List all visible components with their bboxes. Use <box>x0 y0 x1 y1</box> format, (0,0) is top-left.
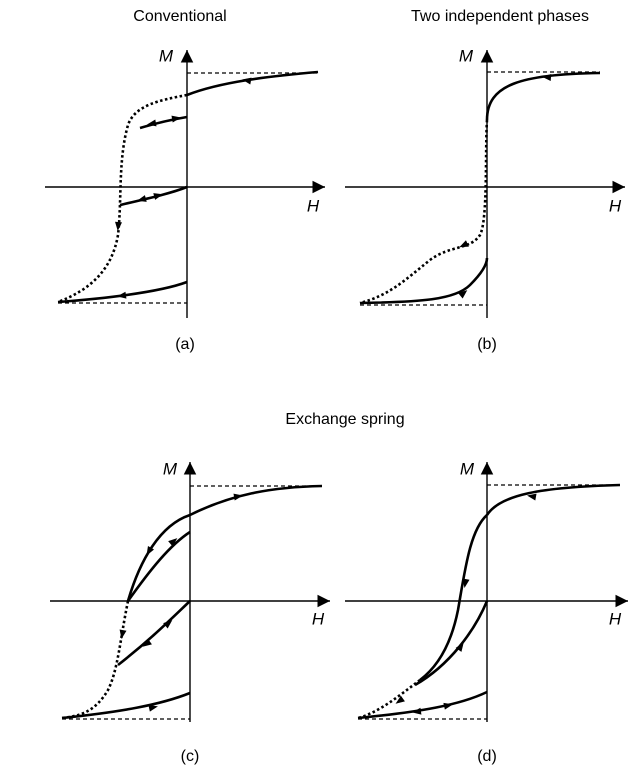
curve <box>57 93 188 304</box>
curve <box>139 115 188 130</box>
arrowhead <box>541 73 552 82</box>
panel-a: M H (a) <box>45 46 325 353</box>
curve <box>485 71 601 121</box>
curve <box>419 514 488 682</box>
x-label: H <box>609 196 622 215</box>
x-label: H <box>307 196 320 215</box>
curve <box>359 119 489 305</box>
curve <box>57 280 188 304</box>
curve <box>359 257 489 305</box>
curve <box>189 484 323 517</box>
curve <box>126 530 191 602</box>
curve <box>61 691 191 720</box>
panel-d: M H (d) <box>345 459 628 765</box>
group-title: Exchange spring <box>285 411 404 428</box>
caption: (d) <box>477 748 497 765</box>
curve <box>357 690 488 720</box>
curve <box>117 600 191 667</box>
y-label: M <box>163 459 178 478</box>
caption: (c) <box>181 748 200 765</box>
y-label: M <box>460 459 475 478</box>
x-label: H <box>312 609 325 628</box>
caption: (b) <box>477 336 497 353</box>
y-label: M <box>159 46 174 65</box>
panel-title: Two independent phases <box>411 8 589 25</box>
curve <box>485 483 621 516</box>
curve <box>186 70 319 97</box>
panel-b: M H (b) <box>345 46 625 353</box>
arrowhead <box>114 221 123 232</box>
panel-title: Conventional <box>133 8 226 25</box>
curve <box>126 513 191 602</box>
panel-c: M H (c) <box>50 459 330 765</box>
curve <box>119 185 188 207</box>
arrowhead <box>457 240 469 251</box>
curve <box>357 678 421 720</box>
caption: (a) <box>175 336 195 353</box>
curve <box>414 600 489 687</box>
y-label: M <box>459 46 474 65</box>
x-label: H <box>609 609 622 628</box>
curve <box>61 600 130 720</box>
